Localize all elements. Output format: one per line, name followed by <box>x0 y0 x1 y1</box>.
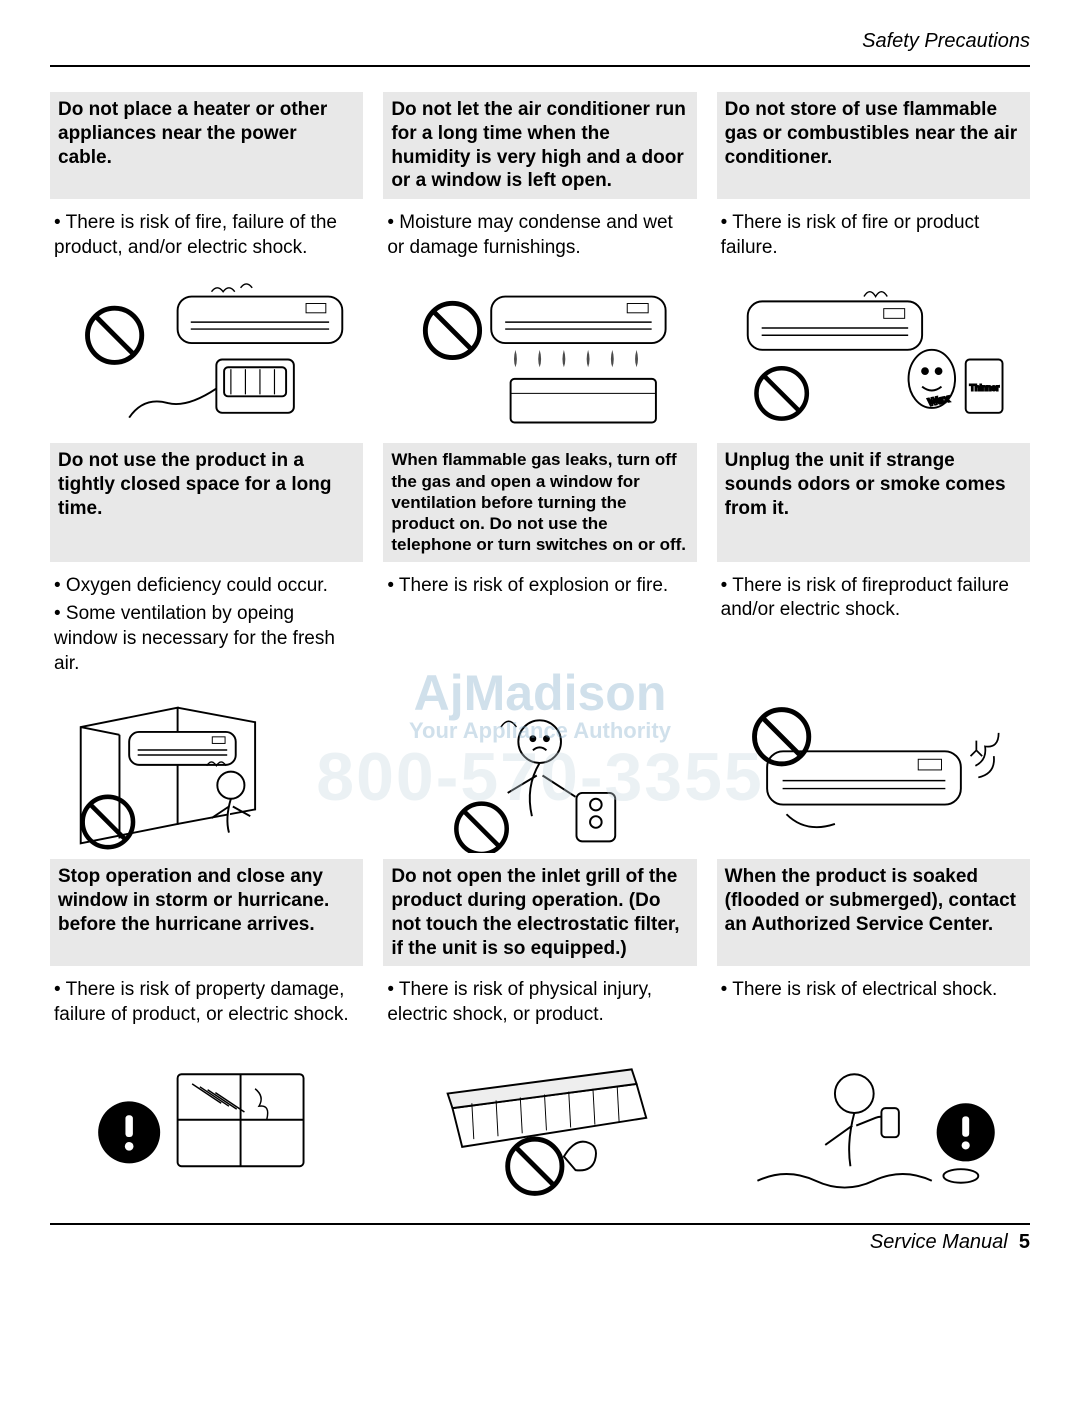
warning-illustration: Wax Thinner <box>717 282 1030 437</box>
warning-illustration <box>383 698 696 853</box>
warning-grid: Do not place a heater or other appliance… <box>50 92 1030 1211</box>
bullet-text: • Some ventilation by opeing window is n… <box>54 602 359 676</box>
warning-illustration <box>383 282 696 437</box>
warning-title: When flammable gas leaks, turn off the g… <box>383 443 696 561</box>
warning-title: Stop operation and close any window in s… <box>50 859 363 966</box>
page-number: 5 <box>1019 1231 1030 1253</box>
header-rule <box>50 65 1030 67</box>
warning-bullets: • There is risk of physical injury, elec… <box>383 966 696 1031</box>
warning-illustration <box>717 1050 1030 1205</box>
warning-title: Do not let the air conditioner run for a… <box>383 92 696 199</box>
warning-title: Do not place a heater or other appliance… <box>50 92 363 199</box>
footer: Service Manual 5 <box>50 1223 1030 1254</box>
bullet-text: • There is risk of fire or product failu… <box>721 211 1026 260</box>
bullet-text: • There is risk of physical injury, elec… <box>387 978 692 1027</box>
warning-bullets: • Oxygen deficiency could occur. • Some v… <box>50 562 363 681</box>
warning-bullets: • There is risk of fireproduct failure a… <box>717 562 1030 681</box>
warning-title: Do not use the product in a tightly clos… <box>50 443 363 561</box>
warning-title: Unplug the unit if strange sounds odors … <box>717 443 1030 561</box>
header-section-label: Safety Precautions <box>50 30 1030 57</box>
bullet-text: • There is risk of explosion or fire. <box>387 574 692 599</box>
bullet-text: • Oxygen deficiency could occur. <box>54 574 359 599</box>
footer-text: Service Manual 5 <box>50 1225 1030 1254</box>
bullet-text: • There is risk of fire, failure of the … <box>54 211 359 260</box>
warning-illustration <box>50 282 363 437</box>
bullet-text: • Moisture may condense and wet or damag… <box>387 211 692 260</box>
warning-bullets: • There is risk of explosion or fire. <box>383 562 696 681</box>
warning-illustration <box>50 698 363 853</box>
page: Safety Precautions AjMadison Your Applia… <box>50 30 1030 1254</box>
warning-illustration <box>717 698 1030 853</box>
warning-illustration <box>50 1050 363 1205</box>
warning-bullets: • Moisture may condense and wet or damag… <box>383 199 696 264</box>
warning-title: When the product is soaked (flooded or s… <box>717 859 1030 966</box>
footer-label: Service Manual <box>870 1231 1008 1253</box>
warning-title: Do not store of use flammable gas or com… <box>717 92 1030 199</box>
warning-bullets: • There is risk of fire, failure of the … <box>50 199 363 264</box>
warning-bullets: • There is risk of fire or product failu… <box>717 199 1030 264</box>
bullet-text: • There is risk of electrical shock. <box>721 978 1026 1003</box>
warning-title: Do not open the inlet grill of the produ… <box>383 859 696 966</box>
bullet-text: • There is risk of fireproduct failure a… <box>721 574 1026 623</box>
warning-illustration <box>383 1050 696 1205</box>
header: Safety Precautions <box>50 30 1030 67</box>
bullet-text: • There is risk of property damage, fail… <box>54 978 359 1027</box>
warning-bullets: • There is risk of property damage, fail… <box>50 966 363 1031</box>
svg-text:Thinner: Thinner <box>969 383 999 393</box>
warning-bullets: • There is risk of electrical shock. <box>717 966 1030 1031</box>
